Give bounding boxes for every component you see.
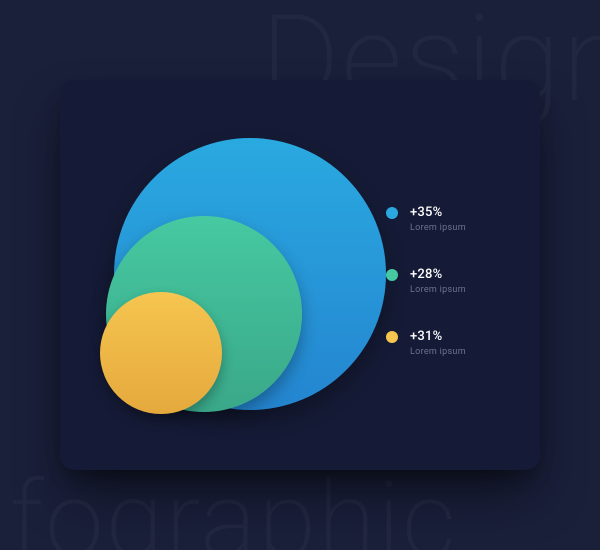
legend-value: +31% bbox=[410, 329, 466, 344]
circle-small bbox=[100, 292, 222, 414]
legend-text: +31% Lorem ipsum bbox=[410, 329, 466, 357]
legend-value: +28% bbox=[410, 267, 466, 282]
legend-dot bbox=[386, 331, 398, 343]
legend-value: +35% bbox=[410, 205, 466, 220]
stage: Design nfographic +35% Lorem ipsum +28% … bbox=[0, 0, 600, 550]
legend-dot bbox=[386, 207, 398, 219]
legend-sub: Lorem ipsum bbox=[410, 285, 466, 295]
nested-circle-chart bbox=[100, 120, 390, 430]
legend-dot bbox=[386, 269, 398, 281]
legend: +35% Lorem ipsum +28% Lorem ipsum +31% L… bbox=[386, 205, 506, 391]
legend-sub: Lorem ipsum bbox=[410, 223, 466, 233]
legend-item: +35% Lorem ipsum bbox=[386, 205, 506, 233]
legend-text: +28% Lorem ipsum bbox=[410, 267, 466, 295]
chart-card: +35% Lorem ipsum +28% Lorem ipsum +31% L… bbox=[60, 80, 540, 470]
legend-item: +31% Lorem ipsum bbox=[386, 329, 506, 357]
legend-sub: Lorem ipsum bbox=[410, 347, 466, 357]
legend-item: +28% Lorem ipsum bbox=[386, 267, 506, 295]
legend-text: +35% Lorem ipsum bbox=[410, 205, 466, 233]
background-word-bottom: nfographic bbox=[0, 459, 458, 550]
